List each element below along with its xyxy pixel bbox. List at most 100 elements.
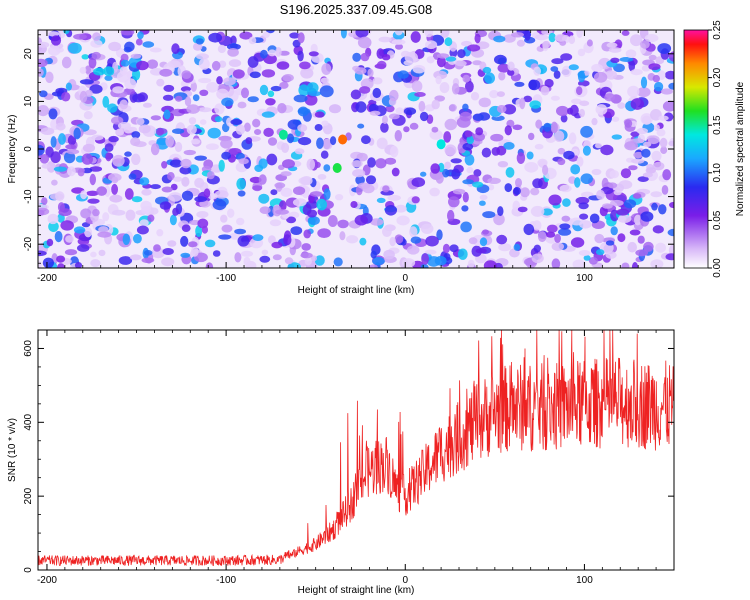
heatmap-cell <box>320 150 329 159</box>
heatmap-cell <box>267 49 277 57</box>
heatmap-cell <box>135 38 143 46</box>
heatmap-cell <box>190 138 201 145</box>
heatmap-cell <box>650 191 663 198</box>
heatmap-cell <box>188 241 198 248</box>
chart-title: S196.2025.337.09.45.G08 <box>280 2 433 17</box>
heatmap-cell <box>464 130 473 138</box>
heatmap-cell <box>534 143 544 150</box>
heatmap-cell <box>496 145 507 156</box>
heatmap-cell <box>656 128 666 137</box>
heatmap-cell <box>184 96 192 107</box>
heatmap-cell <box>580 125 593 138</box>
heatmap-cell <box>77 168 85 177</box>
heatmap-cell <box>369 264 378 268</box>
heatmap-cell <box>591 63 603 72</box>
heatmap-cell <box>38 250 47 257</box>
heatmap-cell <box>645 167 656 174</box>
heatmap-cell <box>380 122 389 133</box>
heatmap-cell <box>58 133 66 145</box>
heatmap-cell <box>218 234 232 240</box>
heatmap-cell <box>355 30 369 38</box>
heatmap-cell <box>169 159 183 168</box>
heatmap-cell <box>86 190 99 196</box>
heatmap-cell <box>382 185 390 193</box>
heatmap-cell <box>87 198 100 204</box>
heatmap-cell <box>265 98 276 106</box>
heatmap-cell <box>629 229 641 236</box>
heatmap-cell <box>535 119 543 129</box>
heatmap-cell <box>502 104 517 115</box>
heatmap-cell <box>449 244 459 253</box>
heatmap-cell <box>448 196 460 208</box>
heatmap-cell <box>455 60 467 67</box>
heatmap-cell <box>593 71 608 83</box>
heatmap-cell <box>283 234 292 246</box>
heatmap-cell <box>497 161 509 168</box>
heatmap-cell <box>504 183 513 193</box>
heatmap-cell <box>411 177 426 188</box>
heatmap-cell <box>414 92 426 97</box>
heatmap-cell <box>297 32 305 44</box>
heatmap-cell <box>391 167 400 177</box>
heatmap-cell <box>316 137 324 149</box>
heatmap-cell <box>111 183 118 195</box>
heatmap-cell <box>580 173 593 184</box>
colorbar-tick-label: 0.25 <box>712 20 723 40</box>
heatmap-cell <box>431 99 440 110</box>
heatmap-cell <box>383 249 395 260</box>
heatmap-cell <box>245 137 253 145</box>
heatmap-cell <box>568 64 579 71</box>
heatmap-cell <box>259 84 269 96</box>
heatmap-cell <box>570 164 581 175</box>
heatmap-cell <box>482 211 496 219</box>
heatmap-cell <box>376 60 387 70</box>
heatmap-cell <box>637 235 645 244</box>
heatmap-cell <box>102 96 110 108</box>
x-tick-label: 100 <box>576 575 593 586</box>
heatmap-cell <box>627 241 637 253</box>
heatmap-cell <box>57 263 65 268</box>
heatmap-cell <box>435 172 444 184</box>
heatmap-cell <box>195 38 204 45</box>
heatmap-cell <box>131 196 143 203</box>
heatmap-cell <box>117 122 131 130</box>
heatmap-cell <box>193 42 203 51</box>
heatmap-cell <box>352 169 366 178</box>
heatmap-cell <box>131 131 141 139</box>
heatmap-cell <box>186 104 200 114</box>
heatmap-cell <box>360 52 370 62</box>
colorbar-tick-label: 0.20 <box>712 67 723 87</box>
heatmap-cell <box>216 88 229 100</box>
heatmap-cell <box>611 116 620 122</box>
heatmap-cell <box>651 202 658 211</box>
heatmap-cell <box>55 122 66 131</box>
heatmap-cell <box>119 99 129 110</box>
heatmap-cell <box>122 233 130 245</box>
heatmap-cell <box>579 213 589 220</box>
heatmap-cell <box>604 70 618 80</box>
heatmap-cell <box>361 135 371 145</box>
heatmap-cell <box>387 194 402 201</box>
heatmap-cell <box>60 220 74 231</box>
heatmap-cell <box>617 215 627 223</box>
heatmap-cell <box>63 151 76 164</box>
heatmap-cell <box>394 130 402 142</box>
heatmap-cell <box>150 143 160 156</box>
heatmap-cell <box>38 260 42 268</box>
heatmap-cell <box>103 66 115 77</box>
heatmap-cell <box>457 49 466 59</box>
x-tick-label: -100 <box>216 575 236 586</box>
heatmap-cell <box>284 257 294 265</box>
heatmap-cell <box>668 140 674 147</box>
heatmap-cell <box>247 56 259 68</box>
heatmap-cell <box>149 47 162 53</box>
heatmap-cell <box>640 40 650 49</box>
heatmap-cell <box>570 237 585 248</box>
heatmap-cell <box>461 40 472 47</box>
heatmap-cell <box>451 83 460 95</box>
heatmap-cell <box>643 241 654 252</box>
heatmap-cell <box>657 43 672 54</box>
heatmap-cell <box>658 204 667 215</box>
heatmap-cell <box>237 101 247 109</box>
